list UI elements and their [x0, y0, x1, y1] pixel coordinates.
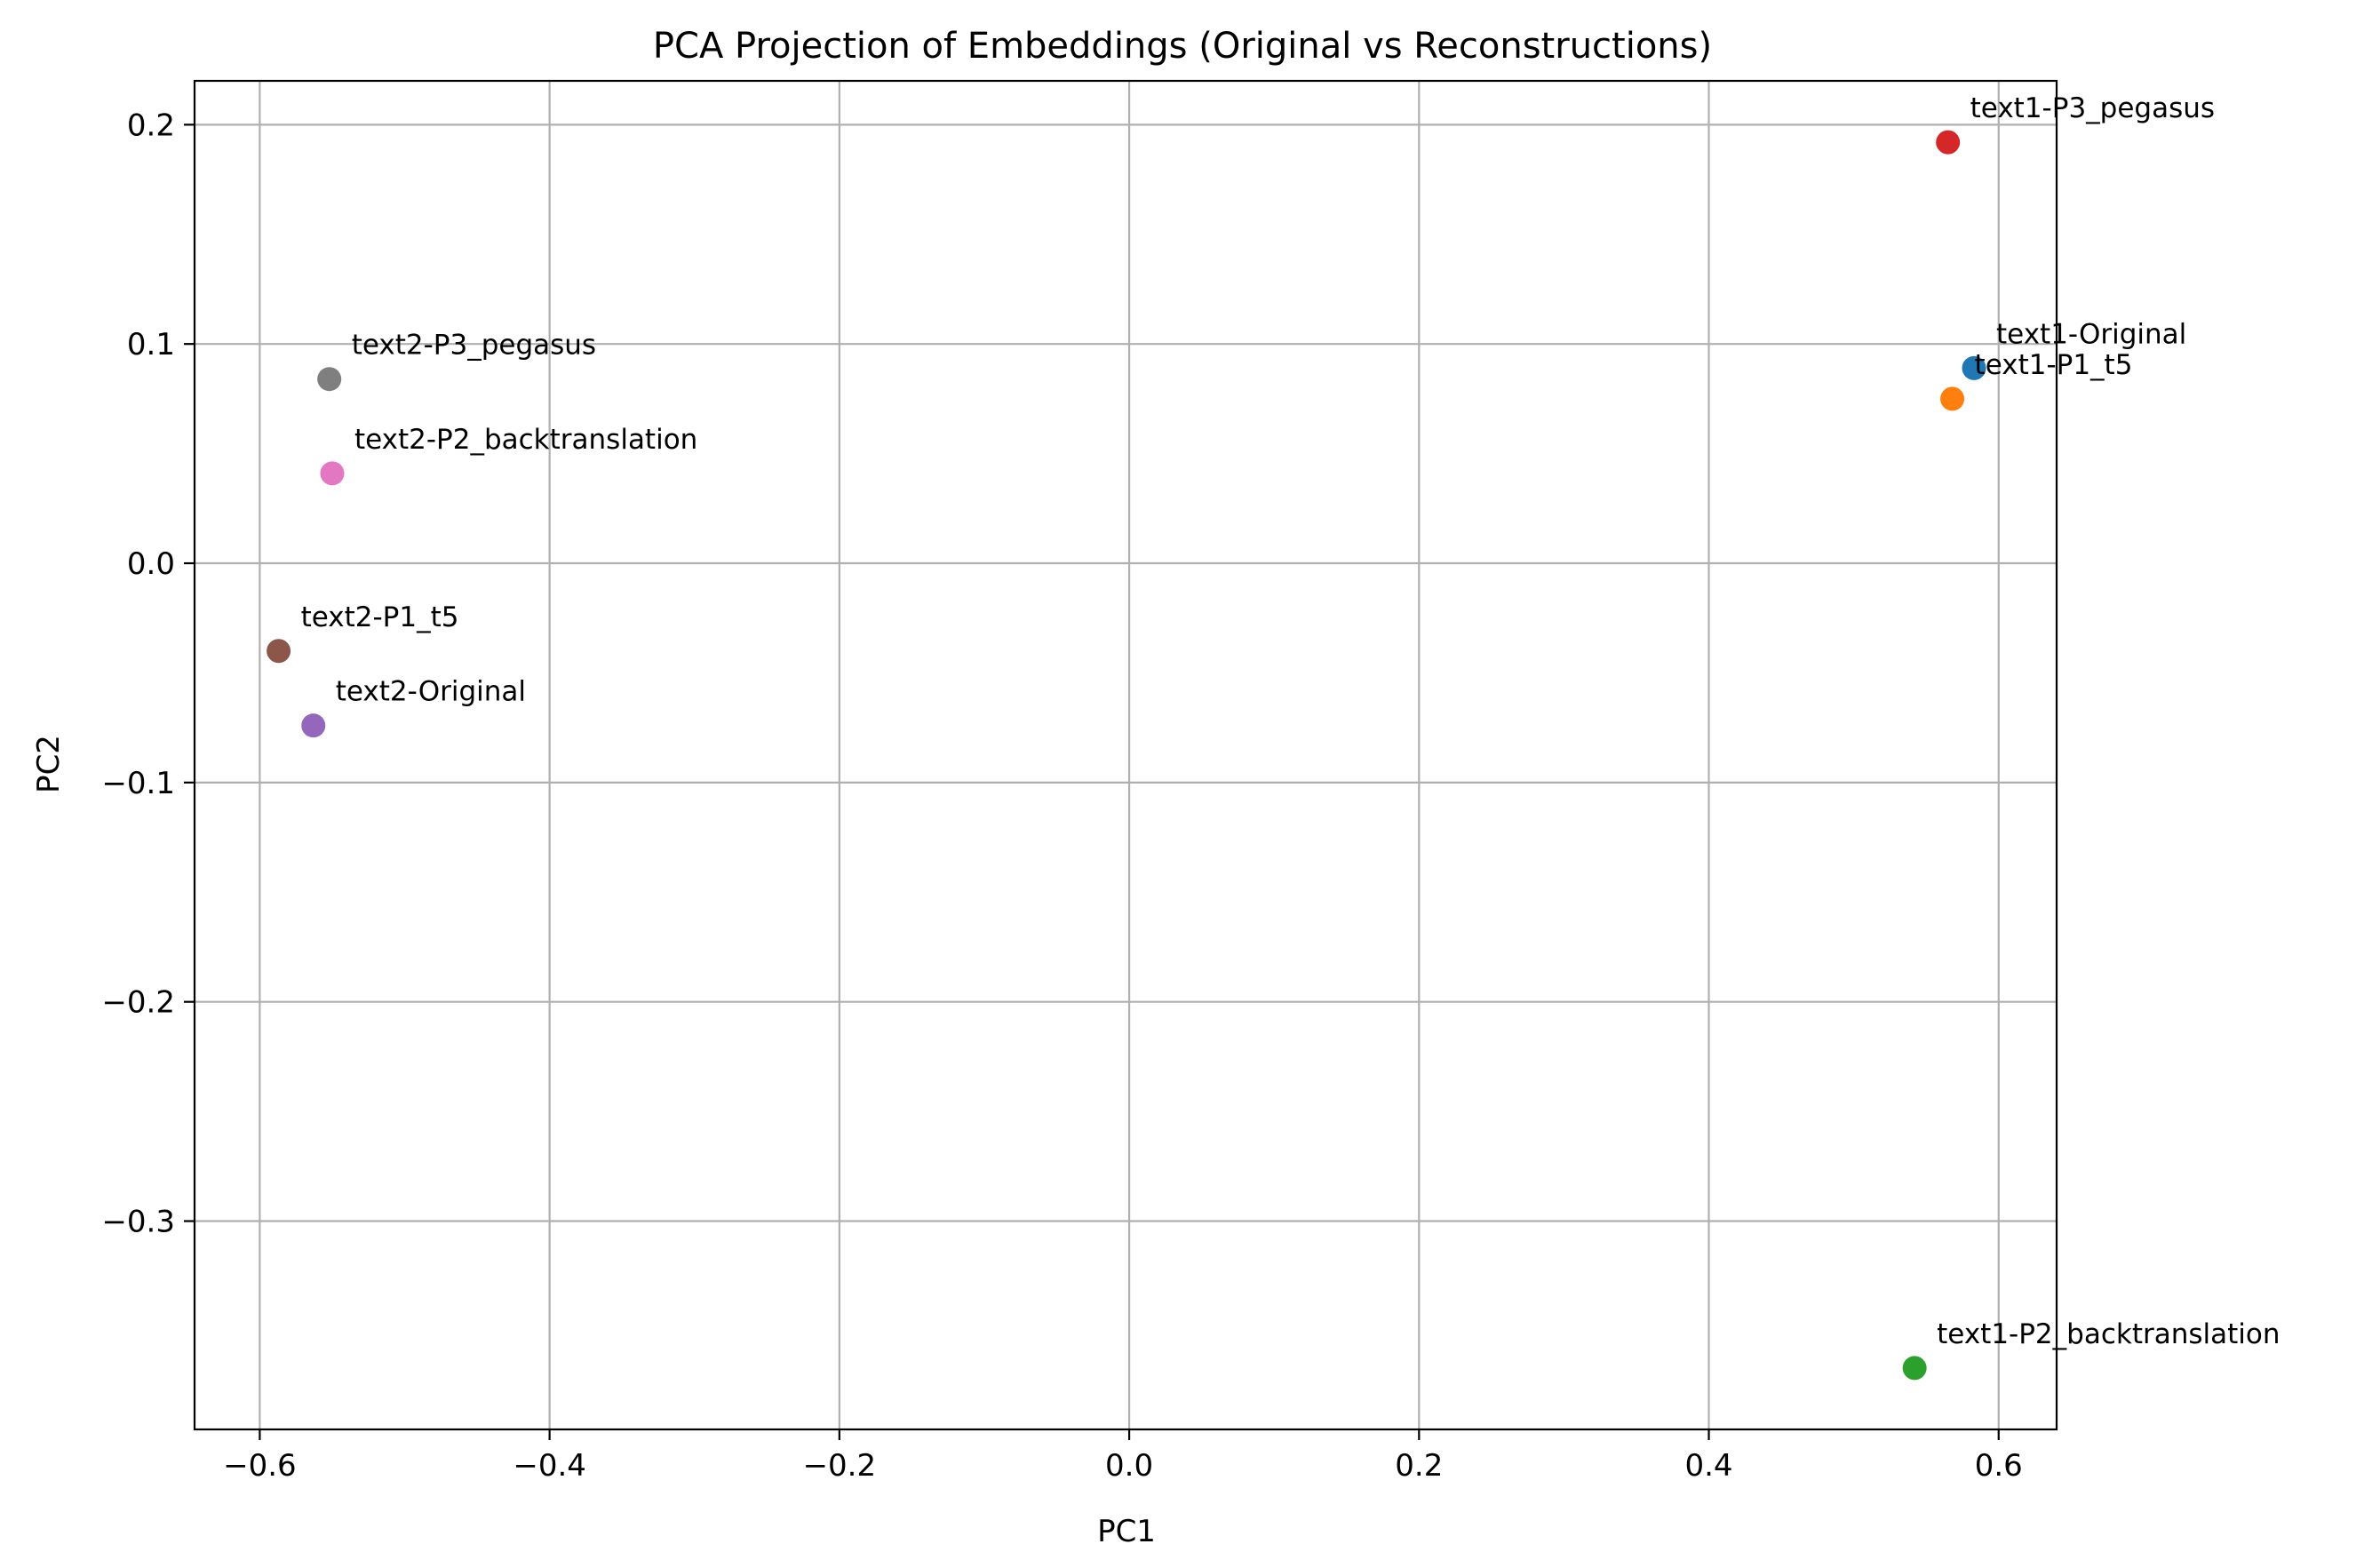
scatter-point	[1962, 355, 1986, 380]
grid	[195, 81, 2057, 1429]
scatter-point	[1902, 1356, 1927, 1381]
y-tick-label: 0.2	[127, 107, 175, 143]
x-axis-label: PC1	[1097, 1514, 1156, 1549]
x-tick-label: 0.2	[1395, 1448, 1443, 1484]
point-label: text1-P2_backtranslation	[1937, 1318, 2280, 1350]
point-label: text1-P3_pegasus	[1970, 92, 2215, 124]
scatter-point	[320, 461, 345, 486]
y-axis-label: PC2	[31, 735, 67, 793]
scatter-point	[1936, 130, 1961, 155]
y-tick-label: 0.0	[127, 546, 175, 582]
y-tick-label: −0.3	[101, 1205, 175, 1240]
scatter-point	[317, 367, 342, 392]
point-label: text2-Original	[336, 676, 526, 708]
y-tick-label: −0.2	[101, 985, 175, 1021]
axis-ticks: −0.6 −0.4 −0.2 0.0 0.2 0.4 0.6 0.2 0.1 0.0 −0.1 −0.…	[101, 107, 2022, 1484]
chart-title: PCA Projection of Embeddings (Original v…	[653, 26, 1712, 67]
point-label: text2-P3_pegasus	[352, 330, 596, 362]
point-label: text1-Original	[1996, 318, 2186, 350]
point-label: text1-P1_t5	[1975, 349, 2133, 381]
x-tick-label: 0.4	[1684, 1448, 1732, 1484]
point-label: text2-P1_t5	[301, 601, 459, 633]
scatter-point	[1940, 386, 1965, 411]
x-tick-label: −0.2	[803, 1448, 877, 1484]
y-tick-label: 0.1	[127, 327, 175, 362]
scatter-point	[301, 713, 326, 738]
x-tick-label: −0.6	[223, 1448, 297, 1484]
scatter-point	[267, 639, 291, 664]
data-points	[267, 130, 1986, 1381]
point-label: text2-P2_backtranslation	[354, 424, 697, 456]
x-tick-label: 0.0	[1105, 1448, 1153, 1484]
x-tick-label: 0.6	[1975, 1448, 2023, 1484]
plot-frame	[193, 79, 2058, 1431]
y-tick-label: −0.1	[101, 766, 175, 801]
x-tick-label: −0.4	[513, 1448, 586, 1484]
